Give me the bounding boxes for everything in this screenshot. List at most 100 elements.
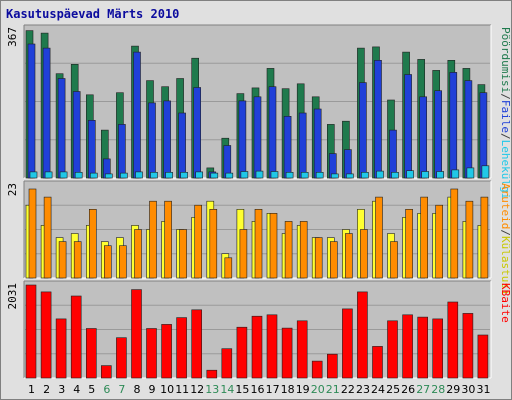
- bar-aruteid-15: [239, 229, 248, 279]
- bar-faile-24: [374, 59, 382, 179]
- bar-faile-17: [268, 86, 277, 179]
- bar-kbaite-20: [311, 360, 323, 379]
- bar-kbaite-2: [40, 291, 52, 379]
- bar-lehekülgi-23: [361, 172, 369, 179]
- x-tick-label: 21: [326, 383, 340, 396]
- bar-aruteid-13: [209, 209, 218, 279]
- bar-lehekülgi-31: [481, 165, 490, 179]
- bar-lehekülgi-26: [406, 170, 414, 179]
- bar-kbaite-1: [25, 284, 37, 379]
- bar-faile-10: [163, 100, 171, 179]
- bar-aruteid-1: [28, 188, 37, 279]
- x-tick-label: 29: [446, 383, 460, 396]
- bar-kbaite-13: [206, 369, 218, 379]
- bar-faile-8: [133, 51, 141, 179]
- bar-lehekülgi-5: [90, 172, 98, 179]
- bar-faile-1: [27, 43, 36, 179]
- y-max-label: 23: [6, 183, 19, 196]
- bar-aruteid-23: [360, 229, 368, 279]
- bar-faile-31: [479, 92, 488, 179]
- bar-kbaite-21: [326, 353, 338, 379]
- bar-aruteid-2: [43, 196, 52, 279]
- legend-middle: Aruteid/Külastusi: [499, 183, 512, 296]
- bar-faile-15: [238, 100, 247, 179]
- bar-lehekülgi-10: [165, 172, 173, 179]
- x-tick-label: 28: [431, 383, 445, 396]
- x-tick-label: 19: [296, 383, 310, 396]
- bar-lehekülgi-12: [195, 171, 203, 179]
- bar-faile-7: [118, 124, 126, 179]
- bar-kbaite-23: [357, 291, 368, 379]
- x-tick-label: 20: [311, 383, 325, 396]
- bar-aruteid-21: [329, 241, 338, 279]
- bar-aruteid-18: [284, 221, 293, 279]
- x-tick-label: 13: [205, 383, 219, 396]
- bar-faile-18: [283, 116, 292, 179]
- bar-kbaite-28: [432, 318, 444, 379]
- bar-faile-23: [359, 82, 367, 179]
- legend-item: Pöördumisi: [499, 27, 512, 93]
- x-tick-label: 8: [134, 383, 141, 396]
- bar-faile-19: [298, 112, 307, 179]
- bar-lehekülgi-4: [74, 172, 83, 179]
- x-tick-label: 1: [28, 383, 35, 396]
- bar-lehekülgi-29: [451, 169, 460, 179]
- bar-lehekülgi-3: [59, 171, 68, 179]
- bars-bottom: [25, 284, 489, 379]
- bar-kbaite-29: [447, 301, 459, 379]
- x-tick-label: 2: [43, 383, 50, 396]
- bar-lehekülgi-11: [180, 172, 188, 179]
- bar-aruteid-31: [480, 196, 489, 279]
- panel-middle: 23 Aruteid/Külastusi: [6, 180, 512, 296]
- bar-kbaite-24: [372, 346, 383, 379]
- bar-faile-3: [57, 78, 66, 179]
- bar-aruteid-9: [149, 200, 157, 279]
- x-tick-label: 24: [371, 383, 385, 396]
- bar-lehekülgi-25: [391, 172, 399, 179]
- x-tick-label: 3: [58, 383, 65, 396]
- bar-faile-30: [464, 80, 473, 179]
- bar-kbaite-4: [70, 295, 82, 379]
- bar-aruteid-19: [299, 221, 308, 279]
- x-axis-labels: 1 2 3 4 5 6 7 8 9 10 11 12 13 14 15 16 17 18 19 20 21 22 23 24 2…: [28, 383, 491, 396]
- x-tick-label: 10: [160, 383, 174, 396]
- bar-kbaite-7: [116, 337, 127, 379]
- bar-kbaite-15: [236, 326, 248, 379]
- bar-lehekülgi-30: [466, 167, 475, 179]
- bar-kbaite-17: [266, 314, 278, 379]
- bar-faile-12: [193, 87, 201, 179]
- bar-aruteid-22: [345, 233, 353, 279]
- legend-item: KBaite: [499, 283, 512, 323]
- bar-faile-26: [404, 74, 412, 179]
- bar-aruteid-17: [269, 213, 278, 279]
- panel-bottom: 2031 KBaite: [6, 280, 512, 379]
- bar-aruteid-7: [119, 245, 127, 279]
- x-tick-label: 16: [251, 383, 265, 396]
- bar-kbaite-8: [131, 289, 142, 379]
- bar-kbaite-19: [296, 320, 308, 379]
- x-tick-label: 17: [266, 383, 280, 396]
- bar-aruteid-14: [224, 257, 233, 279]
- bar-aruteid-6: [104, 245, 112, 279]
- bar-kbaite-25: [387, 320, 398, 379]
- bar-aruteid-30: [465, 200, 474, 279]
- bar-kbaite-14: [221, 348, 233, 379]
- legend-item: /: [499, 133, 512, 140]
- x-tick-label: 27: [416, 383, 430, 396]
- bars-top: [25, 30, 490, 179]
- bar-aruteid-26: [405, 209, 413, 279]
- bar-lehekülgi-27: [421, 171, 430, 179]
- bar-lehekülgi-7: [120, 172, 128, 179]
- x-tick-label: 31: [477, 383, 491, 396]
- bar-kbaite-26: [402, 314, 413, 379]
- bar-lehekülgi-18: [285, 172, 294, 179]
- bar-faile-4: [72, 91, 81, 179]
- bar-aruteid-29: [450, 188, 459, 279]
- x-tick-label: 7: [118, 383, 125, 396]
- bar-aruteid-12: [194, 204, 202, 279]
- bar-faile-11: [178, 112, 186, 179]
- bar-lehekülgi-16: [255, 170, 264, 179]
- x-tick-label: 18: [281, 383, 295, 396]
- bar-lehekülgi-8: [135, 171, 143, 179]
- bar-aruteid-28: [435, 204, 444, 279]
